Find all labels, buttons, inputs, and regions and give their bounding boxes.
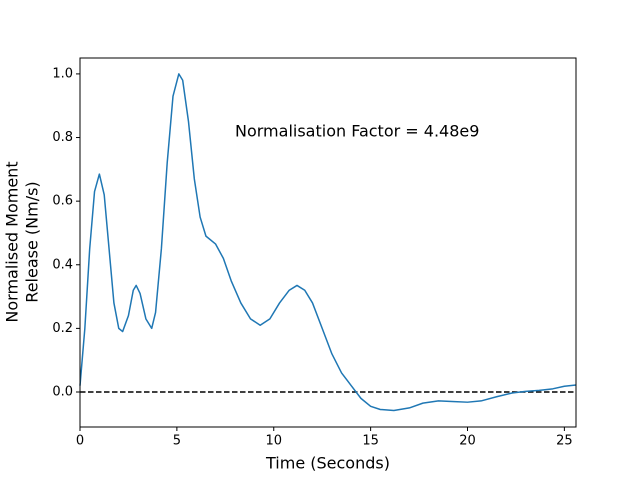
y-tick-label: 0.6 <box>52 194 73 209</box>
y-tick-label: 1.0 <box>52 66 73 81</box>
x-tick-label: 20 <box>459 434 476 449</box>
y-axis-label: Release (Nm/s) <box>23 181 42 302</box>
y-tick-label: 0.8 <box>52 130 73 145</box>
y-tick-label: 0.2 <box>52 321 73 336</box>
y-tick-label: 0.4 <box>52 257 73 272</box>
annotation: Normalisation Factor = 4.48e9 <box>235 122 479 141</box>
x-tick-label: 0 <box>76 434 84 449</box>
x-tick-label: 10 <box>265 434 282 449</box>
x-tick-label: 5 <box>173 434 181 449</box>
y-tick-label: 0.0 <box>52 385 73 400</box>
x-axis-label: Time (Seconds) <box>265 454 390 473</box>
data-line <box>79 73 577 412</box>
plot-frame <box>79 57 577 428</box>
x-tick-label: 25 <box>556 434 573 449</box>
y-axis-label: Normalised Moment <box>3 161 22 322</box>
x-tick-label: 15 <box>362 434 379 449</box>
